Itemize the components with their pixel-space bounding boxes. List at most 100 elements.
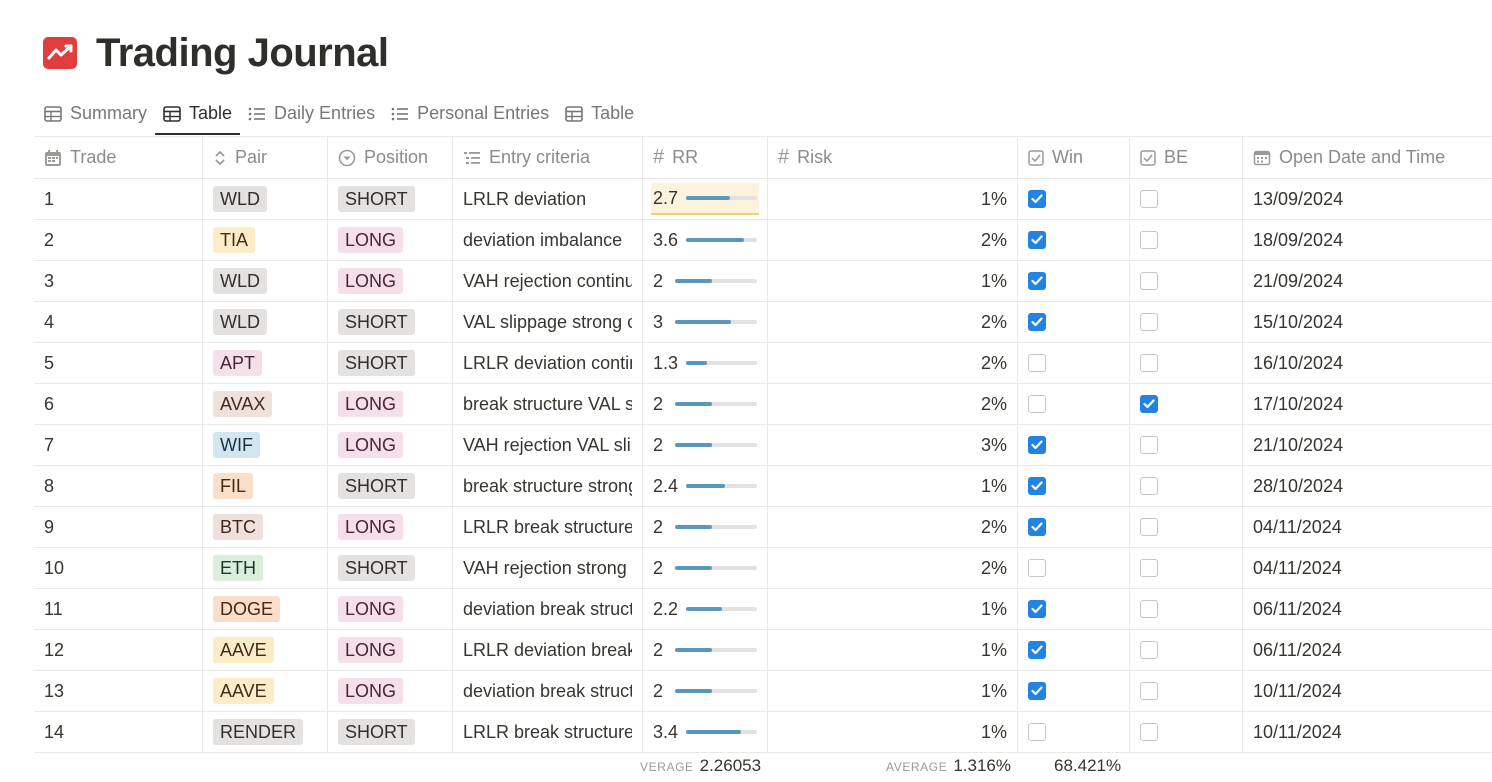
pair-cell[interactable]: FIL <box>203 466 328 506</box>
rr-cell[interactable]: 2 <box>643 384 768 424</box>
table-row[interactable]: 5 APT SHORT LRLR deviation continuation 1.3 2… <box>34 343 1492 384</box>
open-date-cell[interactable]: 06/11/2024 <box>1243 630 1492 670</box>
rr-cell[interactable]: 2 <box>643 261 768 301</box>
position-cell[interactable]: LONG <box>328 589 453 629</box>
column-header-be[interactable]: BE <box>1130 137 1243 178</box>
be-checkbox[interactable] <box>1140 723 1158 741</box>
table-row[interactable]: 11 DOGE LONG deviation break structure 2.2 1%… <box>34 589 1492 630</box>
win-checkbox[interactable] <box>1028 682 1046 700</box>
trade-cell[interactable]: 9 <box>34 507 203 547</box>
risk-cell[interactable]: 1% <box>768 179 1018 219</box>
open-date-cell[interactable]: 04/11/2024 <box>1243 548 1492 588</box>
column-header-win[interactable]: Win <box>1018 137 1130 178</box>
position-cell[interactable]: SHORT <box>328 712 453 752</box>
rr-cell[interactable]: 2.4 <box>643 466 768 506</box>
trade-cell[interactable]: 11 <box>34 589 203 629</box>
table-row[interactable]: 10 ETH SHORT VAH rejection strong continuat… <box>34 548 1492 589</box>
pair-cell[interactable]: AVAX <box>203 384 328 424</box>
trade-cell[interactable]: 12 <box>34 630 203 670</box>
table-row[interactable]: 7 WIF LONG VAH rejection VAL slippage 2 3% 21/… <box>34 425 1492 466</box>
column-header-rr[interactable]: # RR <box>643 137 768 178</box>
table-row[interactable]: 1 WLD SHORT LRLR deviation 2.7 1% 13/09/2024 <box>34 179 1492 220</box>
position-cell[interactable]: LONG <box>328 384 453 424</box>
pair-cell[interactable]: DOGE <box>203 589 328 629</box>
column-header-entry-criteria[interactable]: Entry criteria <box>453 137 643 178</box>
entry-criteria-cell[interactable]: VAL slippage strong continuation <box>453 302 643 342</box>
trade-cell[interactable]: 3 <box>34 261 203 301</box>
pair-cell[interactable]: WLD <box>203 302 328 342</box>
be-checkbox[interactable] <box>1140 559 1158 577</box>
win-checkbox[interactable] <box>1028 641 1046 659</box>
rr-average[interactable]: VERAGE 2.26053 <box>640 756 761 776</box>
win-checkbox[interactable] <box>1028 723 1046 741</box>
table-row[interactable]: 13 AAVE LONG deviation break structure 2 1% 10… <box>34 671 1492 712</box>
be-checkbox[interactable] <box>1140 231 1158 249</box>
entry-criteria-cell[interactable]: break structure strong continuation <box>453 466 643 506</box>
win-checkbox[interactable] <box>1028 518 1046 536</box>
trade-cell[interactable]: 4 <box>34 302 203 342</box>
be-checkbox[interactable] <box>1140 600 1158 618</box>
pair-cell[interactable]: AAVE <box>203 630 328 670</box>
win-percent-checked[interactable]: 68.421% <box>1054 756 1121 776</box>
rr-cell[interactable]: 2.2 <box>643 589 768 629</box>
be-checkbox[interactable] <box>1140 477 1158 495</box>
entry-criteria-cell[interactable]: LRLR deviation break structure <box>453 630 643 670</box>
rr-cell[interactable]: 3.6 <box>643 220 768 260</box>
trade-cell[interactable]: 10 <box>34 548 203 588</box>
entry-criteria-cell[interactable]: break structure VAL slippage <box>453 384 643 424</box>
be-checkbox[interactable] <box>1140 682 1158 700</box>
chart-trend-icon[interactable] <box>42 36 78 70</box>
win-checkbox[interactable] <box>1028 436 1046 454</box>
pair-cell[interactable]: TIA <box>203 220 328 260</box>
open-date-cell[interactable]: 06/11/2024 <box>1243 589 1492 629</box>
trade-cell[interactable]: 14 <box>34 712 203 752</box>
position-cell[interactable]: SHORT <box>328 302 453 342</box>
position-cell[interactable]: LONG <box>328 261 453 301</box>
position-cell[interactable]: LONG <box>328 630 453 670</box>
pair-cell[interactable]: WLD <box>203 261 328 301</box>
be-checkbox[interactable] <box>1140 272 1158 290</box>
risk-cell[interactable]: 1% <box>768 712 1018 752</box>
entry-criteria-cell[interactable]: deviation imbalance <box>453 220 643 260</box>
table-row[interactable]: 2 TIA LONG deviation imbalance 3.6 2% 18/09/20… <box>34 220 1492 261</box>
risk-average[interactable]: AVERAGE 1.316% <box>886 756 1011 776</box>
tab-personal-entries[interactable]: Personal Entries <box>383 92 557 135</box>
trade-cell[interactable]: 13 <box>34 671 203 711</box>
trade-cell[interactable]: 6 <box>34 384 203 424</box>
be-checkbox[interactable] <box>1140 518 1158 536</box>
open-date-cell[interactable]: 10/11/2024 <box>1243 671 1492 711</box>
rr-cell[interactable]: 2 <box>643 630 768 670</box>
table-row[interactable]: 8 FIL SHORT break structure strong continua… <box>34 466 1492 507</box>
pair-cell[interactable]: WIF <box>203 425 328 465</box>
risk-cell[interactable]: 1% <box>768 466 1018 506</box>
position-cell[interactable]: LONG <box>328 220 453 260</box>
table-row[interactable]: 14 RENDER SHORT LRLR break structure imbala… <box>34 712 1492 753</box>
rr-cell[interactable]: 2 <box>643 671 768 711</box>
entry-criteria-cell[interactable]: LRLR break structure imbalance <box>453 712 643 752</box>
rr-cell[interactable]: 1.3 <box>643 343 768 383</box>
win-checkbox[interactable] <box>1028 313 1046 331</box>
win-checkbox[interactable] <box>1028 354 1046 372</box>
rr-cell[interactable]: 2 <box>643 425 768 465</box>
be-checkbox[interactable] <box>1140 190 1158 208</box>
entry-criteria-cell[interactable]: deviation break structure <box>453 671 643 711</box>
win-checkbox[interactable] <box>1028 272 1046 290</box>
entry-criteria-cell[interactable]: LRLR deviation <box>453 179 643 219</box>
trade-cell[interactable]: 2 <box>34 220 203 260</box>
rr-cell[interactable]: 3 <box>643 302 768 342</box>
position-cell[interactable]: SHORT <box>328 343 453 383</box>
position-cell[interactable]: SHORT <box>328 466 453 506</box>
tab-table[interactable]: Table <box>557 92 642 135</box>
position-cell[interactable]: SHORT <box>328 179 453 219</box>
open-date-cell[interactable]: 18/09/2024 <box>1243 220 1492 260</box>
column-header-pair[interactable]: Pair <box>203 137 328 178</box>
risk-cell[interactable]: 1% <box>768 261 1018 301</box>
risk-cell[interactable]: 2% <box>768 220 1018 260</box>
open-date-cell[interactable]: 10/11/2024 <box>1243 712 1492 752</box>
risk-cell[interactable]: 1% <box>768 630 1018 670</box>
tab-table[interactable]: Table <box>155 92 241 135</box>
open-date-cell[interactable]: 15/10/2024 <box>1243 302 1492 342</box>
trade-cell[interactable]: 7 <box>34 425 203 465</box>
entry-criteria-cell[interactable]: VAH rejection VAL slippage <box>453 425 643 465</box>
rr-cell[interactable]: 2 <box>643 507 768 547</box>
